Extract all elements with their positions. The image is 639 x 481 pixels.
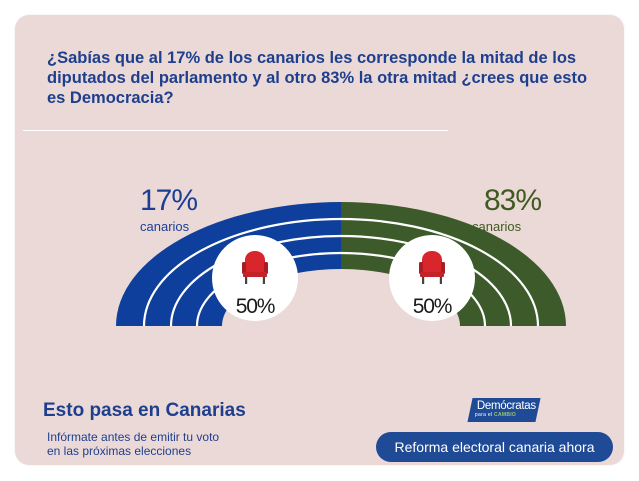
right-percent-label: canarios [472, 219, 522, 234]
right-seat-share: 50% [413, 295, 452, 318]
divider [23, 130, 448, 131]
reforma-electoral-button[interactable]: Reforma electoral canaria ahora [376, 432, 613, 462]
logo-tagline-prefix: para el [474, 412, 493, 418]
armchair-icon [419, 251, 445, 284]
footer-title: Esto pasa en Canarias [43, 400, 246, 421]
logo-name: Demócratas [476, 400, 536, 412]
left-seat-share: 50% [236, 295, 275, 318]
left-seat-circle: 50% [212, 235, 298, 321]
right-seat-circle: 50% [389, 235, 475, 321]
logo-tagline-accent: CAMBIO [494, 412, 517, 418]
footer-subtitle-line2: en las próximas elecciones [47, 444, 192, 458]
left-percent-label: canarios [140, 219, 190, 234]
democratas-logo: Demócratas para el CAMBIO [467, 398, 541, 422]
left-percent: 17% [140, 184, 198, 217]
footer-subtitle: Infórmate antes de emitir tu voto en las… [47, 430, 219, 458]
logo-tagline: para el CAMBIO [475, 412, 516, 418]
footer-subtitle-line1: Infórmate antes de emitir tu voto [47, 430, 220, 444]
right-percent: 83% [484, 184, 542, 217]
armchair-icon [242, 251, 268, 284]
question-text: ¿Sabías que al 17% de los canarios les c… [47, 49, 588, 107]
